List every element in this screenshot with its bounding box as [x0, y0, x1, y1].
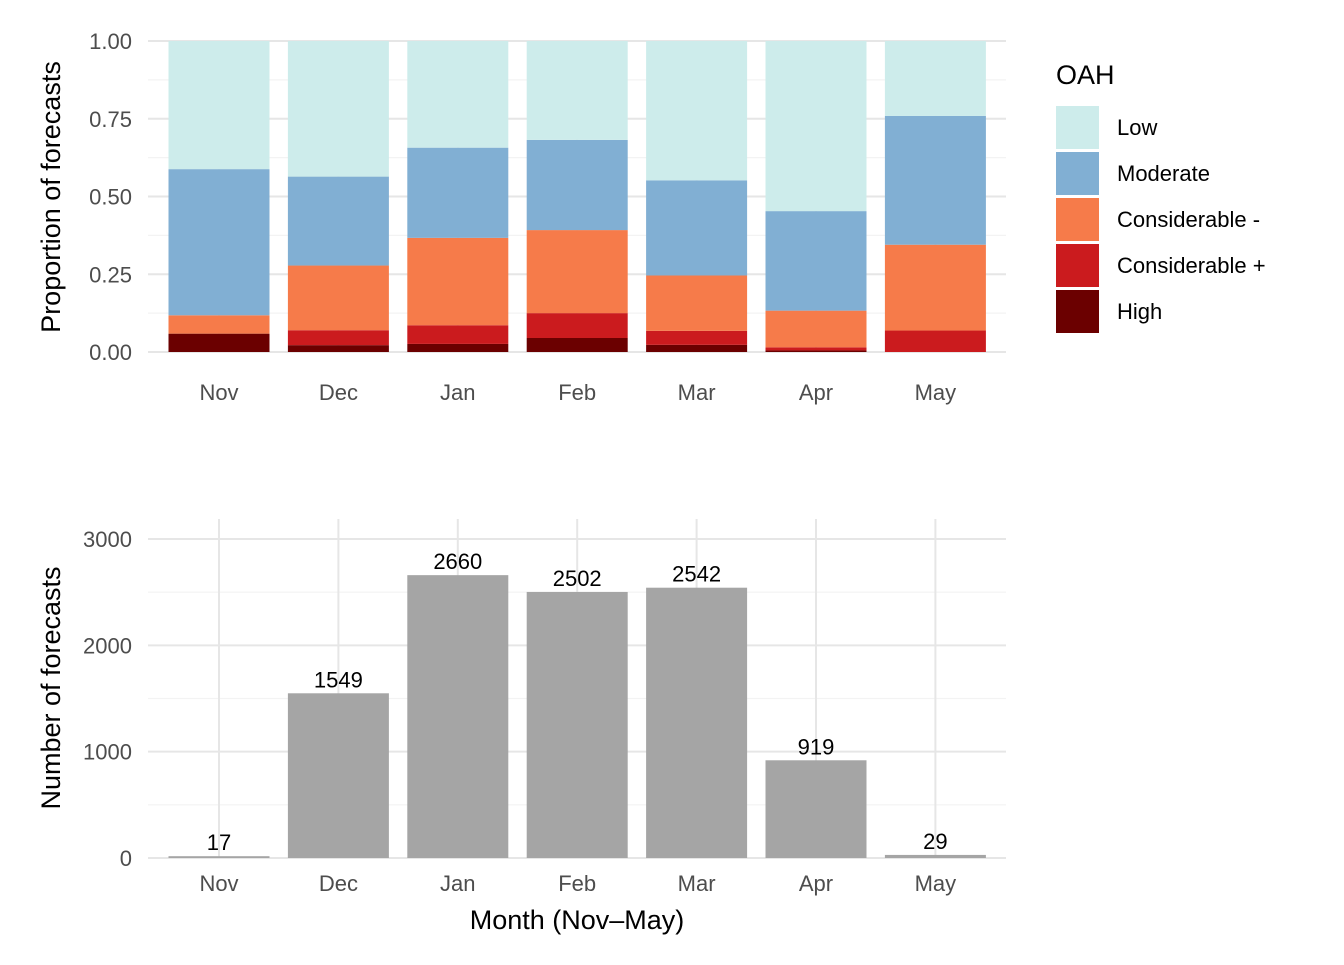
- bar-segment: [765, 350, 867, 352]
- legend-swatch: [1056, 152, 1099, 195]
- bar-segment: [884, 115, 986, 245]
- bar-segment: [526, 338, 628, 352]
- bar-value-label: 919: [798, 734, 835, 759]
- bar-segment: [168, 169, 270, 316]
- y-tick-label: 0: [120, 846, 132, 871]
- legend-item: Moderate: [1056, 152, 1210, 195]
- bar-segment: [407, 325, 509, 344]
- bar-segment: [407, 343, 509, 352]
- y-tick-label: 0.00: [89, 340, 132, 365]
- x-tick-label: Dec: [319, 380, 358, 405]
- x-tick-label: Nov: [199, 871, 238, 896]
- bar-segment: [526, 313, 628, 339]
- count-bar: [526, 591, 628, 858]
- x-tick-label: Apr: [799, 871, 833, 896]
- bar-segment: [168, 333, 270, 352]
- legend-swatch: [1056, 198, 1099, 241]
- x-tick-label: May: [915, 871, 957, 896]
- bar-segment: [765, 310, 867, 348]
- x-tick-label: Jan: [440, 871, 475, 896]
- x-tick-label: Mar: [678, 380, 716, 405]
- bar-segment: [287, 265, 389, 331]
- bar-segment: [526, 230, 628, 314]
- legend-title: OAH: [1056, 60, 1115, 90]
- bar-segment: [646, 344, 748, 352]
- count-bar: [646, 587, 748, 858]
- y-tick-label: 0.75: [89, 107, 132, 132]
- legend-item: Low: [1056, 106, 1157, 149]
- bar-segment: [884, 330, 986, 352]
- proportion-chart-panel: 0.00 0.25 0.50 0.75 1.00 Nov Dec Jan Feb Mar Apr Ma…: [36, 29, 1006, 405]
- bar-value-label: 1549: [314, 667, 363, 692]
- legend-item: Considerable -: [1056, 198, 1260, 241]
- bar-segment: [287, 176, 389, 266]
- bar-segment: [526, 139, 628, 231]
- legend-swatch: [1056, 290, 1099, 333]
- count-chart-panel: 0 1000 2000 3000 17 1549 2660 2502 2542 919 29 Nov D…: [36, 519, 1006, 935]
- y-tick-label: 0.50: [89, 185, 132, 210]
- bar-segment: [407, 237, 509, 326]
- count-bar: [287, 693, 389, 858]
- x-tick-label: Jan: [440, 380, 475, 405]
- bar-segment: [407, 41, 509, 148]
- bar-value-label: 2542: [672, 562, 721, 587]
- count-bar: [884, 854, 986, 858]
- bar-segment: [168, 41, 270, 170]
- count-bar: [765, 760, 867, 858]
- x-tick-label: Dec: [319, 871, 358, 896]
- bar-segment: [287, 345, 389, 352]
- x-tick-label: Nov: [199, 380, 238, 405]
- bar-segment: [168, 315, 270, 334]
- legend-label: Moderate: [1117, 161, 1210, 186]
- bar-segment: [646, 275, 748, 331]
- bar-segment: [765, 211, 867, 311]
- legend-swatch: [1056, 106, 1099, 149]
- bar-segment: [765, 347, 867, 351]
- legend-item: High: [1056, 290, 1162, 333]
- y-axis-title: Proportion of forecasts: [36, 61, 66, 333]
- legend-swatch: [1056, 244, 1099, 287]
- x-tick-label: May: [915, 380, 957, 405]
- bar-segment: [646, 41, 748, 181]
- x-axis-title: Month (Nov–May): [470, 905, 685, 935]
- bar-segment: [884, 244, 986, 331]
- legend-label: Considerable -: [1117, 207, 1260, 232]
- y-tick-label: 3000: [83, 527, 132, 552]
- bar-value-label: 2502: [553, 566, 602, 591]
- x-tick-label: Feb: [558, 380, 596, 405]
- y-tick-label: 1000: [83, 740, 132, 765]
- bar-segment: [646, 330, 748, 345]
- legend-label: Considerable +: [1117, 253, 1266, 278]
- bar-segment: [287, 330, 389, 346]
- y-axis-title: Number of forecasts: [36, 566, 66, 809]
- bar-segment: [646, 180, 748, 276]
- legend-label: High: [1117, 299, 1162, 324]
- bar-segment: [765, 41, 867, 212]
- legend-item: Considerable +: [1056, 244, 1266, 287]
- count-bar: [407, 575, 509, 858]
- x-tick-label: Apr: [799, 380, 833, 405]
- bar-segment: [526, 41, 628, 140]
- bar-value-label: 2660: [433, 549, 482, 574]
- x-tick-label: Feb: [558, 871, 596, 896]
- x-tick-label: Mar: [678, 871, 716, 896]
- bar-value-label: 17: [207, 830, 231, 855]
- legend-label: Low: [1117, 115, 1157, 140]
- bar-segment: [407, 147, 509, 238]
- count-bar: [168, 856, 270, 858]
- y-tick-label: 0.25: [89, 262, 132, 287]
- bar-segment: [884, 41, 986, 116]
- bar-segment: [287, 41, 389, 177]
- bar-value-label: 29: [923, 829, 947, 854]
- y-tick-label: 1.00: [89, 29, 132, 54]
- y-tick-label: 2000: [83, 633, 132, 658]
